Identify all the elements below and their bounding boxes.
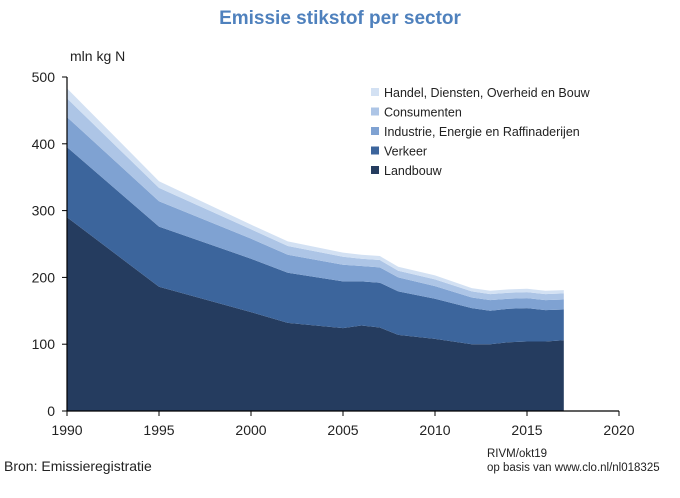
credit-line-2: op basis van www.clo.nl/nl018325 — [487, 462, 660, 474]
x-tick-label: 2015 — [511, 422, 542, 438]
y-tick-label: 500 — [32, 69, 56, 85]
area-verkeer — [67, 147, 564, 345]
legend-swatch — [371, 88, 379, 96]
x-tick-label: 2005 — [327, 422, 358, 438]
axes-group: 0 100 200 300 400 500 1990 1995 2000 2005 2010 2015… — [32, 69, 635, 438]
y-tick-label: 400 — [32, 136, 56, 152]
area-consumenten — [67, 98, 564, 301]
source-note: Bron: Emissieregistratie — [4, 458, 152, 474]
area-series-group — [67, 88, 564, 411]
y-tick-label: 200 — [32, 269, 56, 285]
legend-label: Handel, Diensten, Overheid en Bouw — [384, 86, 591, 100]
legend-swatch — [371, 146, 379, 155]
credit-note: RIVM/okt19 op basis van www.clo.nl/nl018… — [487, 447, 660, 475]
legend-label: Verkeer — [384, 145, 427, 159]
legend-swatch — [371, 127, 379, 135]
y-axis-label: mln kg N — [70, 48, 126, 64]
legend-label: Landbouw — [384, 164, 443, 178]
legend-label: Industrie, Energie en Raffinaderijen — [384, 125, 580, 139]
legend-label: Consumenten — [384, 106, 462, 120]
x-tick-label: 1990 — [51, 422, 82, 438]
x-tick-label: 2000 — [235, 422, 266, 438]
y-tick-label: 300 — [32, 203, 56, 219]
credit-line-1: RIVM/okt19 — [487, 448, 548, 460]
area-landbouw — [67, 217, 564, 411]
x-tick-label: 1995 — [143, 422, 174, 438]
x-tick-label: 2020 — [603, 422, 634, 438]
legend-swatch — [371, 166, 379, 174]
legend-swatch — [371, 107, 379, 116]
chart-title: Emissie stikstof per sector — [219, 8, 461, 29]
y-tick-label: 100 — [32, 336, 56, 352]
area-industrie-energie-en-raffinaderijen — [67, 117, 564, 311]
y-tick-label: 0 — [47, 403, 55, 419]
legend: Handel, Diensten, Overheid en Bouw Consum… — [371, 86, 591, 178]
x-tick-label: 2010 — [419, 422, 450, 438]
